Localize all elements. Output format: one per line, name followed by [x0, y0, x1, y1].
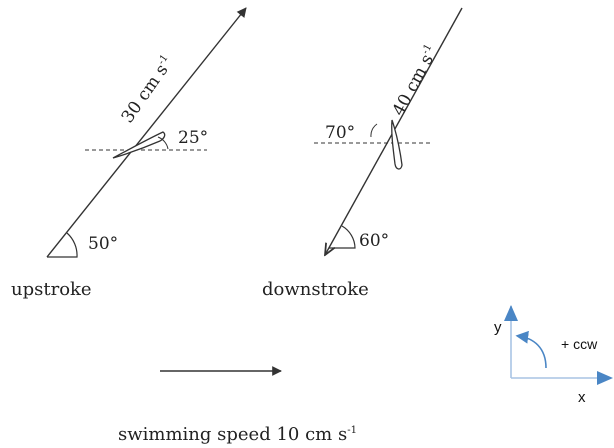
- ccw-rotation-arrow: [515, 330, 547, 369]
- upstroke-blade-angle-arc: [157, 136, 169, 150]
- upstroke-group: 30 cm s-1 25° 50° upstroke: [11, 7, 247, 300]
- downstroke-blade-angle-arc: [370, 123, 378, 138]
- x-axis-arrowhead: [597, 371, 613, 385]
- downstroke-speed-label: 40 cm s-1: [389, 42, 443, 119]
- axes-legend: y x + ccw: [494, 305, 613, 406]
- downstroke-path-angle-label: 60°: [359, 231, 389, 251]
- upstroke-speed-label: 30 cm s-1: [118, 53, 178, 127]
- swimming-speed-label: swimming speed 10 cm s-1: [118, 424, 357, 445]
- upstroke-velocity-arrow: [46, 7, 247, 258]
- upstroke-label: upstroke: [11, 279, 92, 300]
- ccw-label: + ccw: [561, 336, 598, 352]
- downstroke-group: 40 cm s-1 70° 60° downstroke: [262, 7, 463, 300]
- y-axis-label: y: [494, 319, 502, 336]
- downstroke-blade-angle-label: 70°: [325, 123, 355, 143]
- upstroke-blade: [112, 131, 166, 159]
- downstroke-blade: [391, 119, 403, 170]
- downstroke-label: downstroke: [262, 279, 369, 300]
- upstroke-blade-angle-label: 25°: [178, 128, 208, 148]
- upstroke-path-angle-arc: [47, 232, 78, 258]
- upstroke-path-angle-label: 50°: [88, 234, 118, 254]
- x-axis-label: x: [578, 389, 586, 406]
- downstroke-path-angle-arc: [329, 225, 356, 249]
- swimming-speed-group: swimming speed 10 cm s-1: [118, 366, 357, 445]
- y-axis-arrowhead: [504, 305, 518, 321]
